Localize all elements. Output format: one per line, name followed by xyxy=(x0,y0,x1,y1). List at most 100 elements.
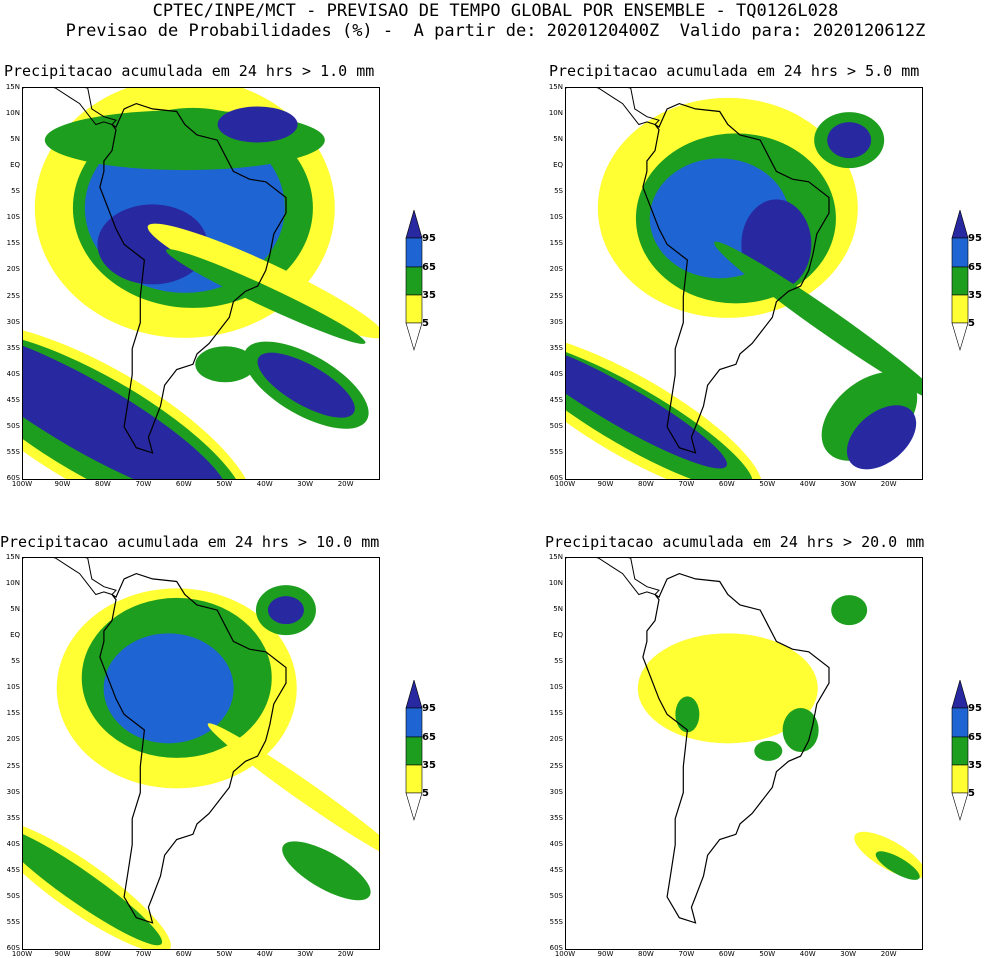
lat-tick-label: 40S xyxy=(549,369,563,378)
lon-tick-label: 80W xyxy=(637,950,654,958)
lat-tick-label: 10S xyxy=(6,213,20,222)
legend-level-label: 95 xyxy=(422,703,436,714)
lon-tick-label: 50W xyxy=(216,480,233,488)
lat-tick-label: 60S xyxy=(6,944,20,952)
lon-tick-label: 50W xyxy=(759,950,776,958)
lat-tick-label: 30S xyxy=(6,787,20,796)
lon-tick-label: 20W xyxy=(337,950,354,958)
lon-tick-label: 30W xyxy=(840,950,857,958)
lon-tick-label: 20W xyxy=(337,480,354,488)
lat-tick-label: 5S xyxy=(554,657,563,666)
lon-tick-label: 100W xyxy=(554,950,576,958)
lon-tick-label: 60W xyxy=(718,480,735,488)
probability-map xyxy=(22,87,380,480)
lat-tick-label: 5S xyxy=(11,657,20,666)
lat-tick-label: 10N xyxy=(5,109,20,118)
legend-level-label: 5 xyxy=(968,318,975,329)
color-legend: 95 65 35 5 xyxy=(402,210,462,360)
lat-tick-label: 5S xyxy=(554,187,563,196)
chart-title-line1: CPTEC/INPE/MCT - PREVISAO DE TEMPO GLOBA… xyxy=(152,1,839,21)
lat-tick-label: 15N xyxy=(548,83,563,91)
lon-tick-label: 50W xyxy=(216,950,233,958)
lat-tick-label: 50S xyxy=(6,421,20,430)
lat-tick-label: 5N xyxy=(553,135,563,144)
lon-tick-label: 100W xyxy=(11,480,33,488)
lat-tick-label: EQ xyxy=(553,161,563,170)
legend-level-label: 95 xyxy=(968,703,982,714)
legend-level-label: 65 xyxy=(968,262,982,273)
lat-tick-label: 50S xyxy=(549,421,563,430)
lon-tick-label: 90W xyxy=(54,950,71,958)
lat-tick-label: 15S xyxy=(549,239,563,248)
lat-tick-label: 60S xyxy=(6,474,20,482)
lon-tick-label: 100W xyxy=(554,480,576,488)
lon-tick-label: 40W xyxy=(256,480,273,488)
lat-tick-label: 35S xyxy=(549,813,563,822)
lat-tick-label: 30S xyxy=(6,317,20,326)
panel-title: Precipitacao acumulada em 24 hrs > 5.0 m… xyxy=(549,62,920,80)
probability-map xyxy=(565,87,923,480)
lat-tick-label: 15S xyxy=(549,709,563,718)
legend-level-label: 65 xyxy=(968,732,982,743)
panel-title: Precipitacao acumulada em 24 hrs > 10.0 … xyxy=(0,533,380,551)
lat-tick-label: 20S xyxy=(6,265,20,274)
legend-level-label: 5 xyxy=(422,318,429,329)
legend-level-label: 35 xyxy=(968,290,982,301)
lat-tick-label: 20S xyxy=(549,265,563,274)
lat-tick-label: 40S xyxy=(549,839,563,848)
lat-tick-label: 5N xyxy=(553,605,563,614)
lat-tick-label: 55S xyxy=(549,917,563,926)
lat-tick-label: 10S xyxy=(549,683,563,692)
lat-tick-label: 55S xyxy=(549,447,563,456)
lon-tick-label: 70W xyxy=(135,950,152,958)
legend-level-label: 65 xyxy=(422,732,436,743)
legend-level-label: 95 xyxy=(422,233,436,244)
lat-tick-label: 30S xyxy=(549,317,563,326)
lon-tick-label: 70W xyxy=(678,950,695,958)
color-legend: 95 65 35 5 xyxy=(402,680,462,830)
lon-tick-label: 100W xyxy=(11,950,33,958)
lon-tick-label: 80W xyxy=(94,480,111,488)
lon-tick-label: 30W xyxy=(840,480,857,488)
lon-tick-label: 60W xyxy=(718,950,735,958)
lon-tick-label: 20W xyxy=(880,480,897,488)
lon-tick-label: 90W xyxy=(54,480,71,488)
lon-tick-label: 40W xyxy=(799,480,816,488)
lat-tick-label: 35S xyxy=(6,343,20,352)
legend-level-label: 65 xyxy=(422,262,436,273)
lat-tick-label: 45S xyxy=(549,395,563,404)
lon-tick-label: 60W xyxy=(175,480,192,488)
probability-map xyxy=(22,557,380,950)
lat-tick-label: 15S xyxy=(6,709,20,718)
lat-tick-label: 10N xyxy=(548,579,563,588)
lat-tick-label: 50S xyxy=(549,891,563,900)
lon-tick-label: 60W xyxy=(175,950,192,958)
lon-tick-label: 20W xyxy=(880,950,897,958)
lat-tick-label: EQ xyxy=(553,631,563,640)
lon-tick-label: 80W xyxy=(637,480,654,488)
panel-title: Precipitacao acumulada em 24 hrs > 1.0 m… xyxy=(4,62,375,80)
lat-tick-label: 10N xyxy=(5,579,20,588)
lon-tick-label: 30W xyxy=(297,950,314,958)
lon-tick-label: 90W xyxy=(597,480,614,488)
lat-tick-label: 55S xyxy=(6,447,20,456)
color-legend: 95 65 35 5 xyxy=(948,210,991,360)
lat-tick-label: 15N xyxy=(548,553,563,561)
legend-level-label: 5 xyxy=(422,788,429,799)
lon-tick-label: 70W xyxy=(135,480,152,488)
lat-tick-label: EQ xyxy=(10,631,20,640)
lat-tick-label: 25S xyxy=(6,291,20,300)
legend-level-label: 5 xyxy=(968,788,975,799)
legend-level-label: 35 xyxy=(422,760,436,771)
lat-tick-label: 20S xyxy=(549,735,563,744)
lon-tick-label: 40W xyxy=(799,950,816,958)
lat-tick-label: 15N xyxy=(5,83,20,91)
lat-tick-label: EQ xyxy=(10,161,20,170)
lat-tick-label: 60S xyxy=(549,944,563,952)
lat-tick-label: 15S xyxy=(6,239,20,248)
lat-tick-label: 10S xyxy=(6,683,20,692)
lon-tick-label: 70W xyxy=(678,480,695,488)
lon-tick-label: 80W xyxy=(94,950,111,958)
legend-level-label: 35 xyxy=(422,290,436,301)
legend-level-label: 35 xyxy=(968,760,982,771)
